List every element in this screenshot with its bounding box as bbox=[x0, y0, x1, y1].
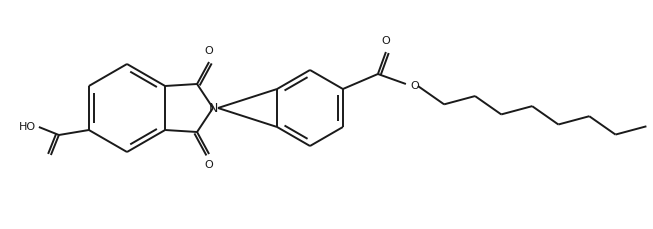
Text: O: O bbox=[410, 81, 419, 91]
Text: HO: HO bbox=[19, 122, 36, 132]
Text: O: O bbox=[381, 36, 390, 46]
Text: N: N bbox=[208, 101, 217, 114]
Text: O: O bbox=[204, 160, 214, 170]
Text: O: O bbox=[204, 46, 214, 56]
